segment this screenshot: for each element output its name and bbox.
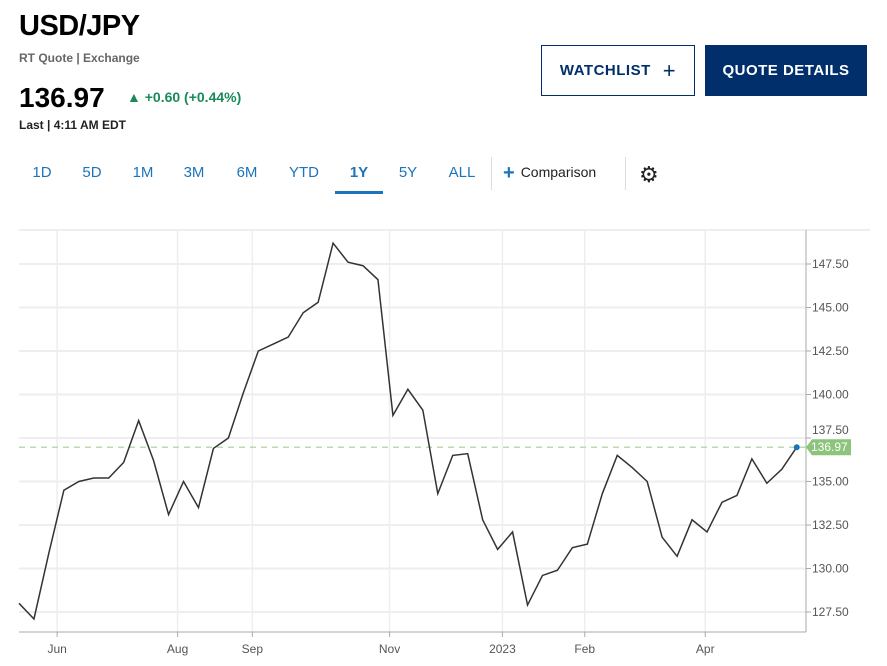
tab-ytd[interactable]: YTD [289, 164, 319, 181]
active-tab-indicator [335, 191, 383, 194]
y-tick-label: 132.50 [812, 518, 849, 532]
y-tick-label: 147.50 [812, 257, 849, 271]
plus-icon: + [503, 162, 515, 184]
y-tick-label: 137.50 [812, 423, 849, 437]
plus-icon: + [662, 57, 677, 83]
y-tick-label: 142.50 [812, 344, 849, 358]
x-tick-label: 2023 [489, 642, 516, 656]
quote-details-button[interactable]: QUOTE DETAILS [705, 45, 867, 96]
last-price-badge [806, 439, 851, 456]
tab-3m[interactable]: 3M [183, 164, 205, 181]
quote-source: RT Quote | Exchange [19, 51, 140, 65]
x-tick-label: Aug [167, 642, 188, 656]
tab-1d[interactable]: 1D [32, 164, 52, 181]
comparison-label: Comparison [520, 164, 597, 180]
y-tick-label: 145.00 [812, 301, 849, 315]
x-tick-label: Sep [242, 642, 264, 656]
tab-1y[interactable]: 1Y [349, 164, 369, 181]
x-tick-label: Apr [696, 642, 715, 656]
x-tick-label: Jun [47, 642, 66, 656]
tab-6m[interactable]: 6M [236, 164, 258, 181]
tab-5y[interactable]: 5Y [398, 164, 418, 181]
last-price: 136.97 [19, 82, 105, 113]
x-tick-label: Feb [574, 642, 595, 656]
x-tick-label: Nov [379, 642, 400, 656]
tab-1m[interactable]: 1M [132, 164, 154, 181]
last-price-badge-label: 136.97 [811, 440, 848, 454]
y-tick-label: 130.00 [812, 562, 849, 576]
page-title: USD/JPY [19, 10, 140, 42]
last-point [793, 444, 800, 451]
price-change: ▲ +0.60 (+0.44%) [127, 89, 242, 105]
tab-all[interactable]: ALL [448, 164, 476, 181]
y-tick-label: 127.50 [812, 605, 849, 619]
comparison-button[interactable]: + Comparison [503, 162, 596, 185]
tab-5d[interactable]: 5D [82, 164, 102, 181]
divider [625, 157, 626, 190]
y-tick-label: 140.00 [812, 388, 849, 402]
last-time: Last | 4:11 AM EDT [19, 118, 126, 132]
divider [491, 157, 492, 190]
gear-icon[interactable]: ⚙ [639, 162, 659, 187]
watchlist-label: WATCHLIST [559, 62, 651, 79]
price-line [18, 241, 798, 621]
watchlist-button[interactable]: WATCHLIST + [541, 45, 695, 96]
y-tick-label: 135.00 [812, 475, 849, 489]
